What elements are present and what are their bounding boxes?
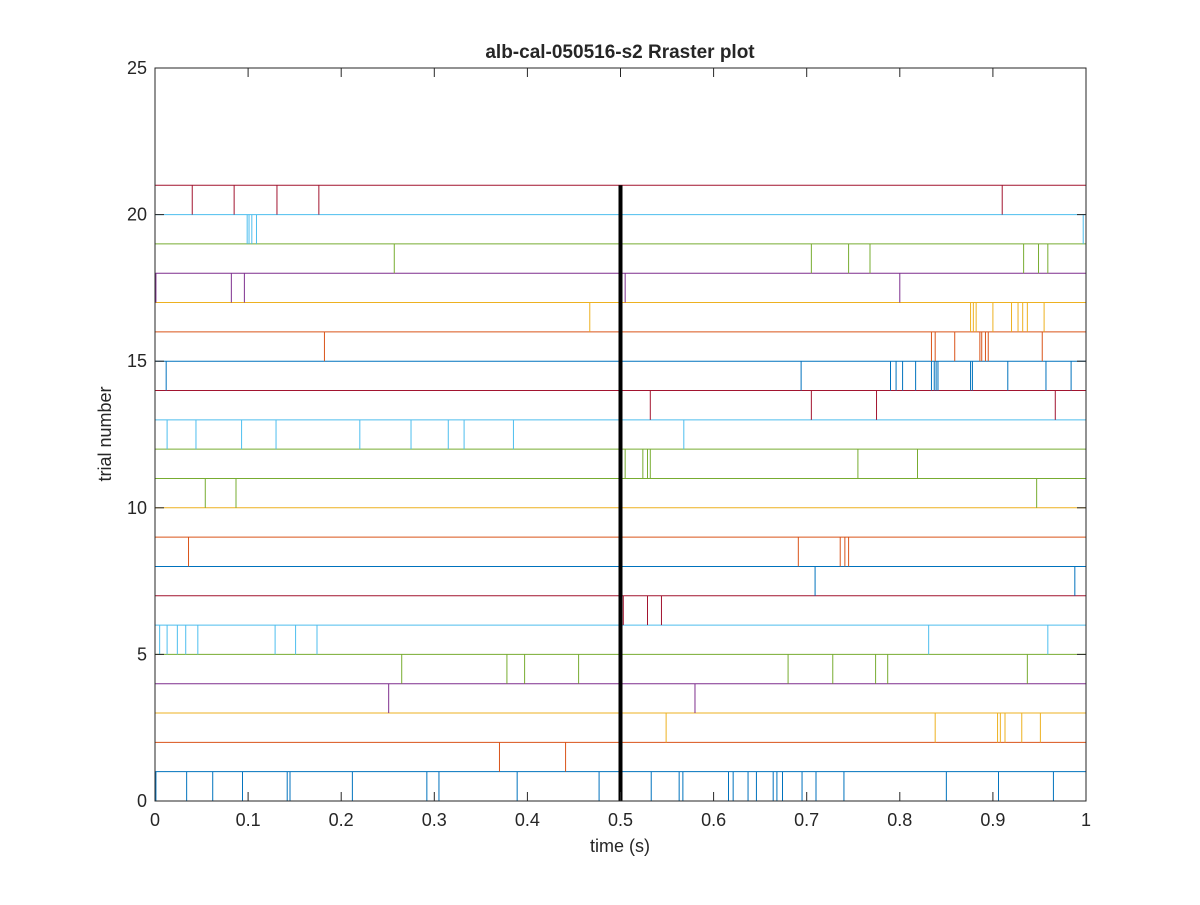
plot-area <box>155 184 1086 801</box>
x-tick-label: 0.2 <box>329 810 354 830</box>
y-tick-label: 0 <box>137 791 147 811</box>
x-tick-label: 0.9 <box>980 810 1005 830</box>
y-tick-label: 15 <box>127 351 147 371</box>
chart-title: alb-cal-050516-s2 Rraster plot <box>485 42 755 63</box>
x-tick-label: 0.5 <box>608 810 633 830</box>
y-tick-label: 10 <box>127 498 147 518</box>
x-tick-label: 0.7 <box>794 810 819 830</box>
x-tick-label: 0.8 <box>887 810 912 830</box>
x-tick-label: 1 <box>1081 810 1091 830</box>
y-tick-label: 20 <box>127 205 147 225</box>
x-axis-label: time (s) <box>590 836 650 856</box>
x-tick-label: 0.3 <box>422 810 447 830</box>
x-tick-label: 0 <box>150 810 160 830</box>
y-axis-label: trial number <box>95 386 115 481</box>
y-tick-label: 5 <box>137 644 147 664</box>
x-tick-label: 0.1 <box>236 810 261 830</box>
x-tick-label: 0.4 <box>515 810 540 830</box>
y-tick-label: 25 <box>127 58 147 78</box>
x-tick-label: 0.6 <box>701 810 726 830</box>
